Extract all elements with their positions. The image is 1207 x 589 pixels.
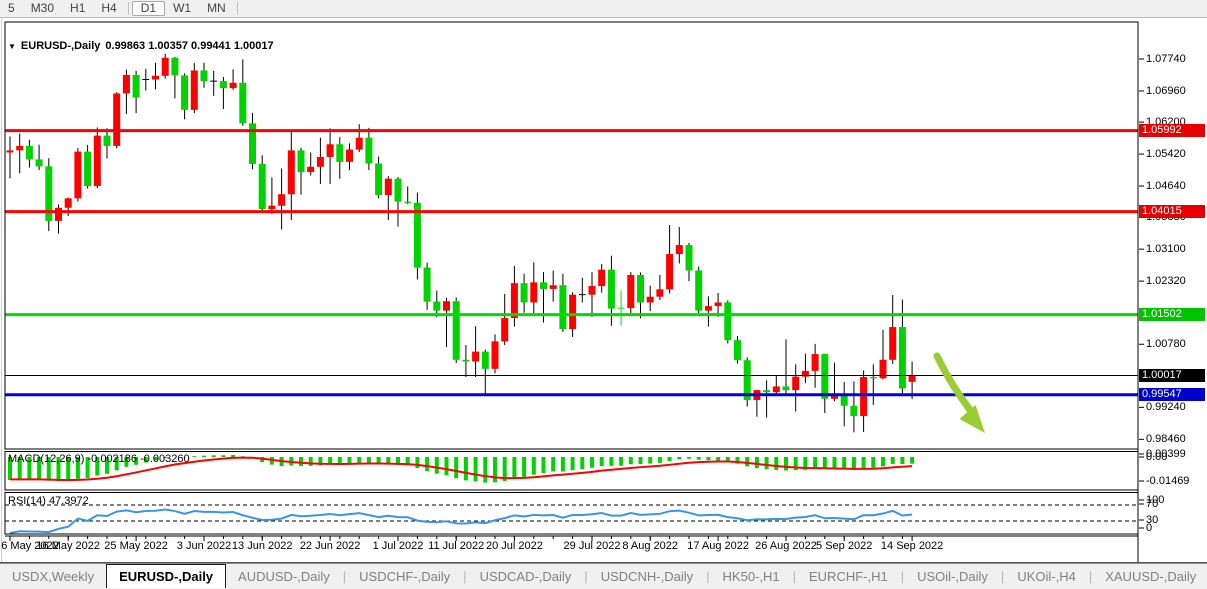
tab-usdchf-daily[interactable]: USDCHF-,Daily [359, 569, 451, 584]
tab-separator: | [1000, 569, 1005, 584]
rsi-axis-label: 30 [1146, 514, 1159, 526]
symbol-tabbar: USDX,Weekly EURUSD-,Daily AUDUSD-,Daily | US… [0, 563, 1207, 589]
tab-hk50-h1[interactable]: HK50-,H1 [722, 569, 780, 584]
macd-axis-label: -0.01469 [1146, 475, 1190, 487]
toolbar-separator [127, 2, 129, 15]
macd-values: -0.002186 -0.003260 [87, 453, 190, 465]
date-axis-label: 1 Jul 2022 [372, 540, 424, 552]
price-axis-label: 0.99240 [1146, 401, 1186, 413]
rsi-value: 47.3972 [48, 495, 89, 507]
timeframe-toolbar: 5 M30 H1 H4 D1 W1 MN [0, 0, 1207, 18]
chevron-down-icon[interactable]: ▼ [8, 41, 16, 51]
tab-xauusd-daily[interactable]: XAUUSD-,Daily [1105, 569, 1197, 584]
tab-separator: | [584, 569, 588, 584]
date-axis-label: 8 Aug 2022 [622, 540, 679, 552]
timeframe-button-mn[interactable]: MN [207, 1, 226, 15]
tab-audusd-daily[interactable]: AUDUSD-,Daily [238, 569, 330, 584]
price-axis-label: 0.98460 [1146, 433, 1186, 445]
date-axis-label: 14 Sep 2022 [880, 540, 944, 552]
date-axis-label: 16 May 2022 [36, 540, 100, 552]
tab-eurchf-h1[interactable]: EURCHF-,H1 [809, 569, 888, 584]
price-badge: 1.04015 [1139, 205, 1205, 218]
timeframe-button-h4[interactable]: H4 [101, 1, 117, 15]
date-axis-label: 6 May 2022 [1, 540, 59, 552]
chart-window: ▼ EURUSD-,Daily 0.99863 1.00357 0.99441 … [0, 17, 1207, 563]
date-axis-label: 26 Aug 2022 [755, 540, 817, 552]
tab-usoil-daily[interactable]: USOil-,Daily [917, 569, 988, 584]
date-axis-label: 11 Jul 2022 [428, 540, 485, 552]
macd-label: MACD(12,26,9) -0.002186 -0.003260 [8, 453, 190, 465]
price-axis-label: 1.04640 [1146, 180, 1186, 192]
price-axis-label: 1.05420 [1146, 148, 1186, 160]
rsi-name: RSI(14) [8, 495, 46, 507]
price-badge: 1.05992 [1139, 124, 1205, 137]
toolbar-separator [236, 2, 238, 15]
rsi-label: RSI(14) 47.3972 [8, 495, 89, 507]
price-badge: 0.99547 [1139, 388, 1205, 401]
price-badge: 1.00017 [1139, 369, 1205, 382]
tab-separator: | [706, 569, 710, 584]
date-axis-label: 22 Jun 2022 [299, 540, 361, 552]
timeframe-button-5[interactable]: 5 [8, 1, 15, 15]
rsi-axis-label: 0 [1146, 522, 1153, 534]
date-axis-label: 29 Jul 2022 [563, 540, 621, 552]
timeframe-button-d1[interactable]: D1 [131, 1, 166, 16]
tab-separator: | [342, 569, 347, 584]
price-axis-label: 1.07740 [1146, 53, 1186, 65]
timeframe-button-h1[interactable]: H1 [70, 1, 86, 15]
date-axis-label: 3 Jun 2022 [176, 540, 232, 552]
chart-title: ▼ EURUSD-,Daily 0.99863 1.00357 0.99441 … [8, 40, 274, 52]
tab-separator: | [792, 569, 796, 584]
price-axis-label: 1.00780 [1146, 338, 1186, 350]
tab-separator: | [463, 569, 467, 584]
date-axis-label: 20 Jul 2022 [485, 540, 543, 552]
timeframe-button-m30[interactable]: M30 [30, 1, 55, 15]
tab-eurusd-daily[interactable]: EURUSD-,Daily [106, 563, 227, 588]
date-axis-label: 25 May 2022 [104, 540, 168, 552]
price-axis-label: 1.06960 [1146, 85, 1186, 97]
price-axis-label: 1.02320 [1146, 275, 1186, 287]
tab-ukoil-h4[interactable]: UKOil-,H4 [1017, 569, 1076, 584]
chart-symbol-period: EURUSD-,Daily [20, 40, 101, 52]
tab-separator: | [1088, 569, 1093, 584]
timeframe-button-w1[interactable]: W1 [173, 1, 192, 15]
macd-name: MACD(12,26,9) [8, 453, 85, 465]
date-axis-label: 17 Aug 2022 [687, 540, 749, 552]
price-axis-label: 1.03100 [1146, 243, 1186, 255]
rsi-axis-label: 70 [1146, 498, 1159, 510]
macd-axis-label: 0.00399 [1146, 448, 1186, 460]
date-axis-label: 5 Sep 2022 [816, 540, 873, 552]
chart-ohlc-values: 0.99863 1.00357 0.99441 1.00017 [105, 40, 274, 52]
tab-usdcad-daily[interactable]: USDCAD-,Daily [479, 569, 572, 584]
date-axis-label: 13 Jun 2022 [231, 540, 293, 552]
tab-usdcnh-daily[interactable]: USDCNH-,Daily [600, 569, 694, 584]
price-badge: 1.01502 [1139, 308, 1205, 321]
tab-usdx-weekly[interactable]: USDX,Weekly [12, 569, 95, 584]
macd-axis-label: 0.00 [1146, 451, 1168, 463]
rsi-axis-label: 100 [1146, 494, 1165, 506]
chart-canvas[interactable] [0, 17, 1207, 563]
tab-separator: | [900, 569, 905, 584]
